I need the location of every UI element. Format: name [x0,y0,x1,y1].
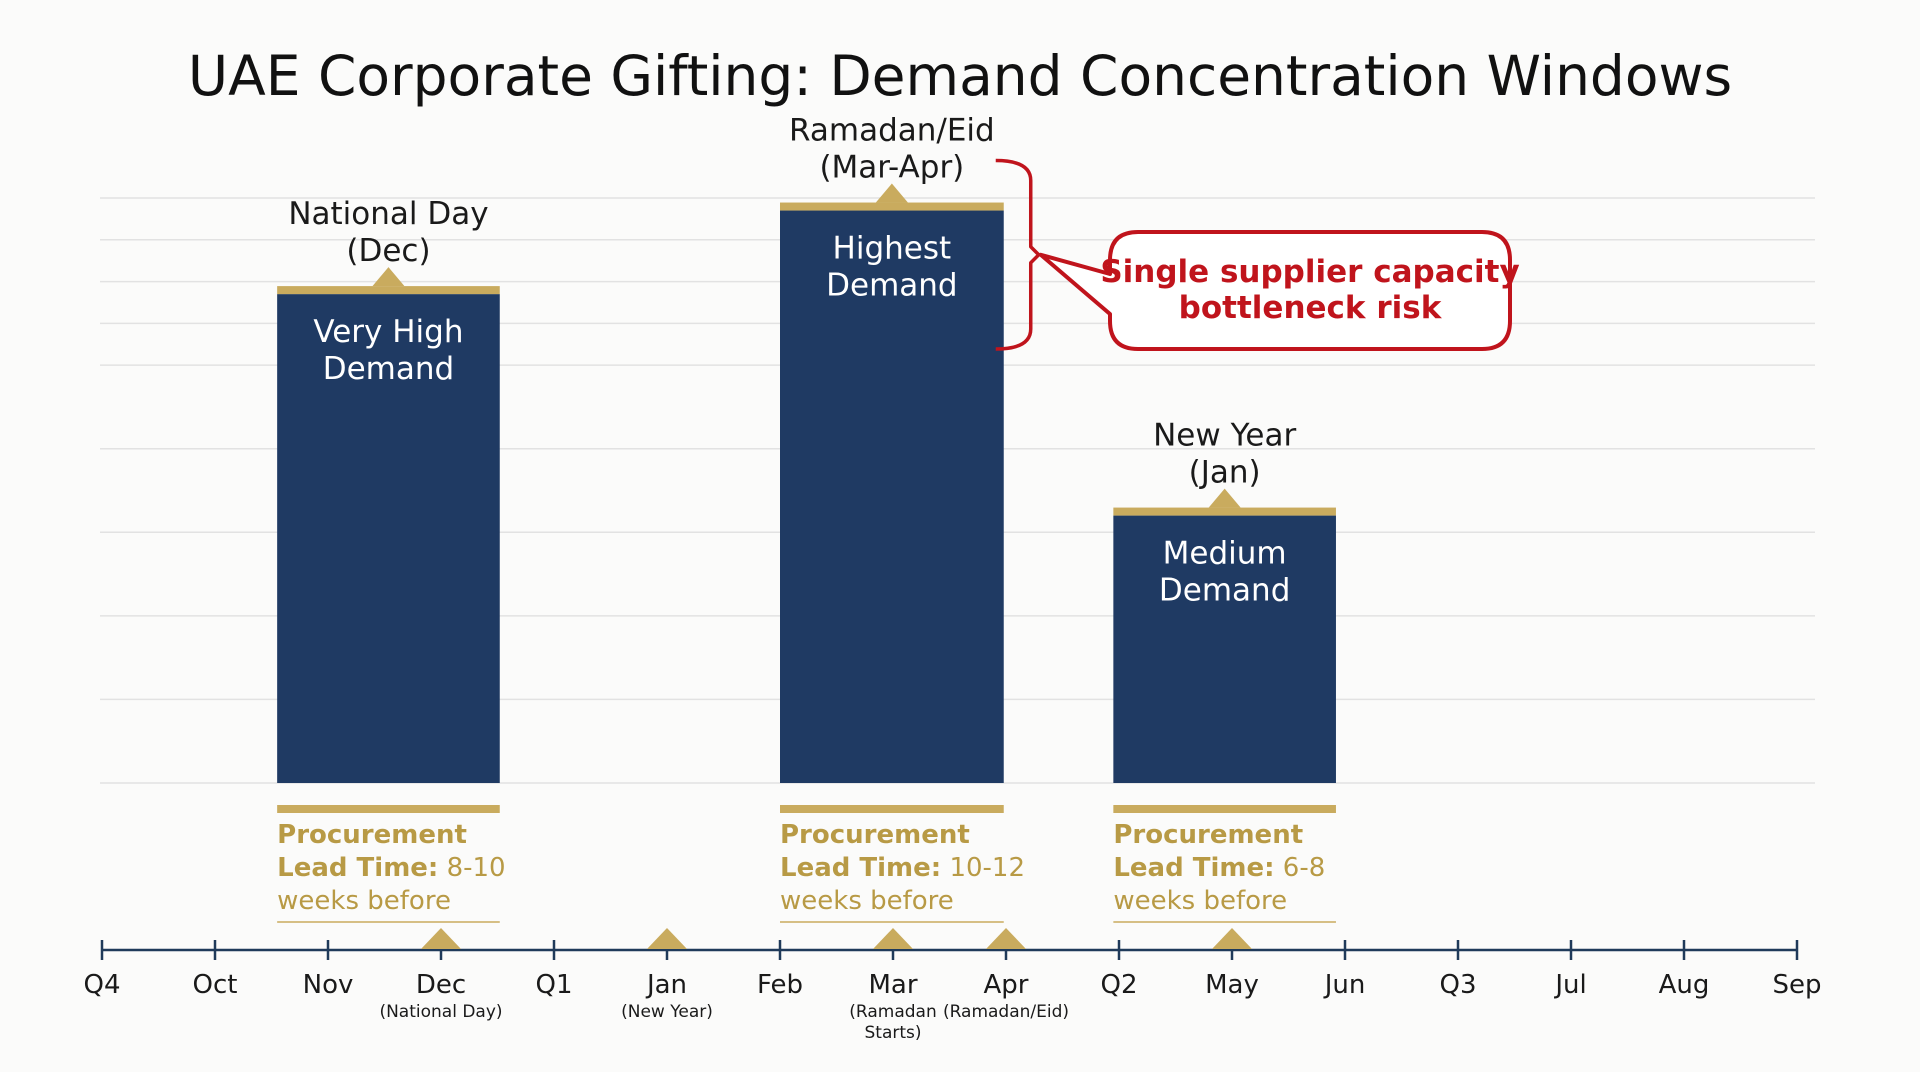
tick-sublabel: (New Year) [621,1002,713,1022]
procurement-bar [780,805,1004,813]
chart-title: UAE Corporate Gifting: Demand Concentrat… [188,44,1732,108]
event-label: (Jan) [1189,455,1261,491]
tick-label: Q3 [1439,970,1476,1000]
callout-box [1038,230,1512,351]
demand-bar [780,210,1004,784]
bar-cap [780,202,1004,211]
tick-sublabel: (National Day) [379,1002,502,1022]
bars-layer: National Day(Dec)Very HighDemandRamadan/… [277,113,1336,784]
lead-time-value: 6-8 [1275,853,1326,883]
demand-bar [1113,515,1336,783]
tick-label: Q2 [1100,970,1137,1000]
lead-time-label: Lead Time: [277,853,438,883]
demand-level-label: Demand [323,351,454,387]
tick-label: Jul [1553,970,1586,1000]
tick-label: Aug [1659,970,1710,1000]
tick-label: Dec [416,970,466,1000]
event-marker [1212,928,1252,949]
tick-label: Q4 [83,970,120,1000]
tick-label: Jan [645,970,687,1000]
bar-cap [1113,507,1336,516]
event-marker [421,928,461,949]
tick-sublabel: (Ramadan [849,1002,936,1022]
procurement-bar [277,805,500,813]
tick-label: May [1205,970,1259,1000]
lead-time-value: 8-10 [438,853,505,883]
demand-bar [277,294,500,783]
procurement-weeks: weeks before [1113,886,1287,916]
tick-label: Apr [984,970,1029,1000]
tick-label: Jun [1323,970,1366,1000]
procurement-weeks: weeks before [780,886,954,916]
procurement-lead-time: Lead Time: 10-12 [780,853,1025,883]
event-label: (Mar-Apr) [819,150,964,186]
bar-cap-marker [1208,488,1241,508]
callout-text: bottleneck risk [1179,290,1443,326]
event-marker [873,928,913,949]
procurement-lead-time: Lead Time: 6-8 [1113,853,1325,883]
demand-level-label: Demand [826,268,957,304]
demand-level-label: Medium [1163,536,1287,572]
event-marker [986,928,1026,949]
procurement-title: Procurement [277,820,467,850]
lead-time-value: 10-12 [941,853,1025,883]
timeline-axis: Q4 Oct Nov Dec(National Day) Q1 Jan(New Year)… [83,928,1822,1043]
procurement-lead-time: Lead Time: 8-10 [277,853,505,883]
tick-label: Nov [303,970,354,1000]
event-marker [647,928,687,949]
event-label: (Dec) [346,233,430,269]
demand-level-label: Highest [833,231,952,267]
demand-level-label: Very High [313,314,463,350]
procurement-title: Procurement [1113,820,1303,850]
procurement-title: Procurement [780,820,970,850]
bar-cap-marker [875,183,908,203]
lead-time-label: Lead Time: [780,853,941,883]
lead-time-label: Lead Time: [1113,853,1274,883]
event-label: New Year [1153,418,1296,454]
tick-sublabel: (Ramadan/Eid) [943,1002,1069,1022]
tick-label: Oct [193,970,238,1000]
tick-label: Q1 [535,970,572,1000]
tick-label: Feb [757,970,803,1000]
tick-label: Mar [868,970,917,1000]
event-label: Ramadan/Eid [789,113,995,149]
tick-label: Sep [1772,970,1821,1000]
procurement-bar [1113,805,1336,813]
callout-text: Single supplier capacity [1100,254,1519,290]
procurement-weeks: weeks before [277,886,451,916]
tick-sublabel: Starts) [864,1023,921,1043]
event-label: National Day [288,196,488,232]
bar-cap-marker [372,267,405,287]
demand-level-label: Demand [1159,573,1290,609]
bar-cap [277,286,500,295]
